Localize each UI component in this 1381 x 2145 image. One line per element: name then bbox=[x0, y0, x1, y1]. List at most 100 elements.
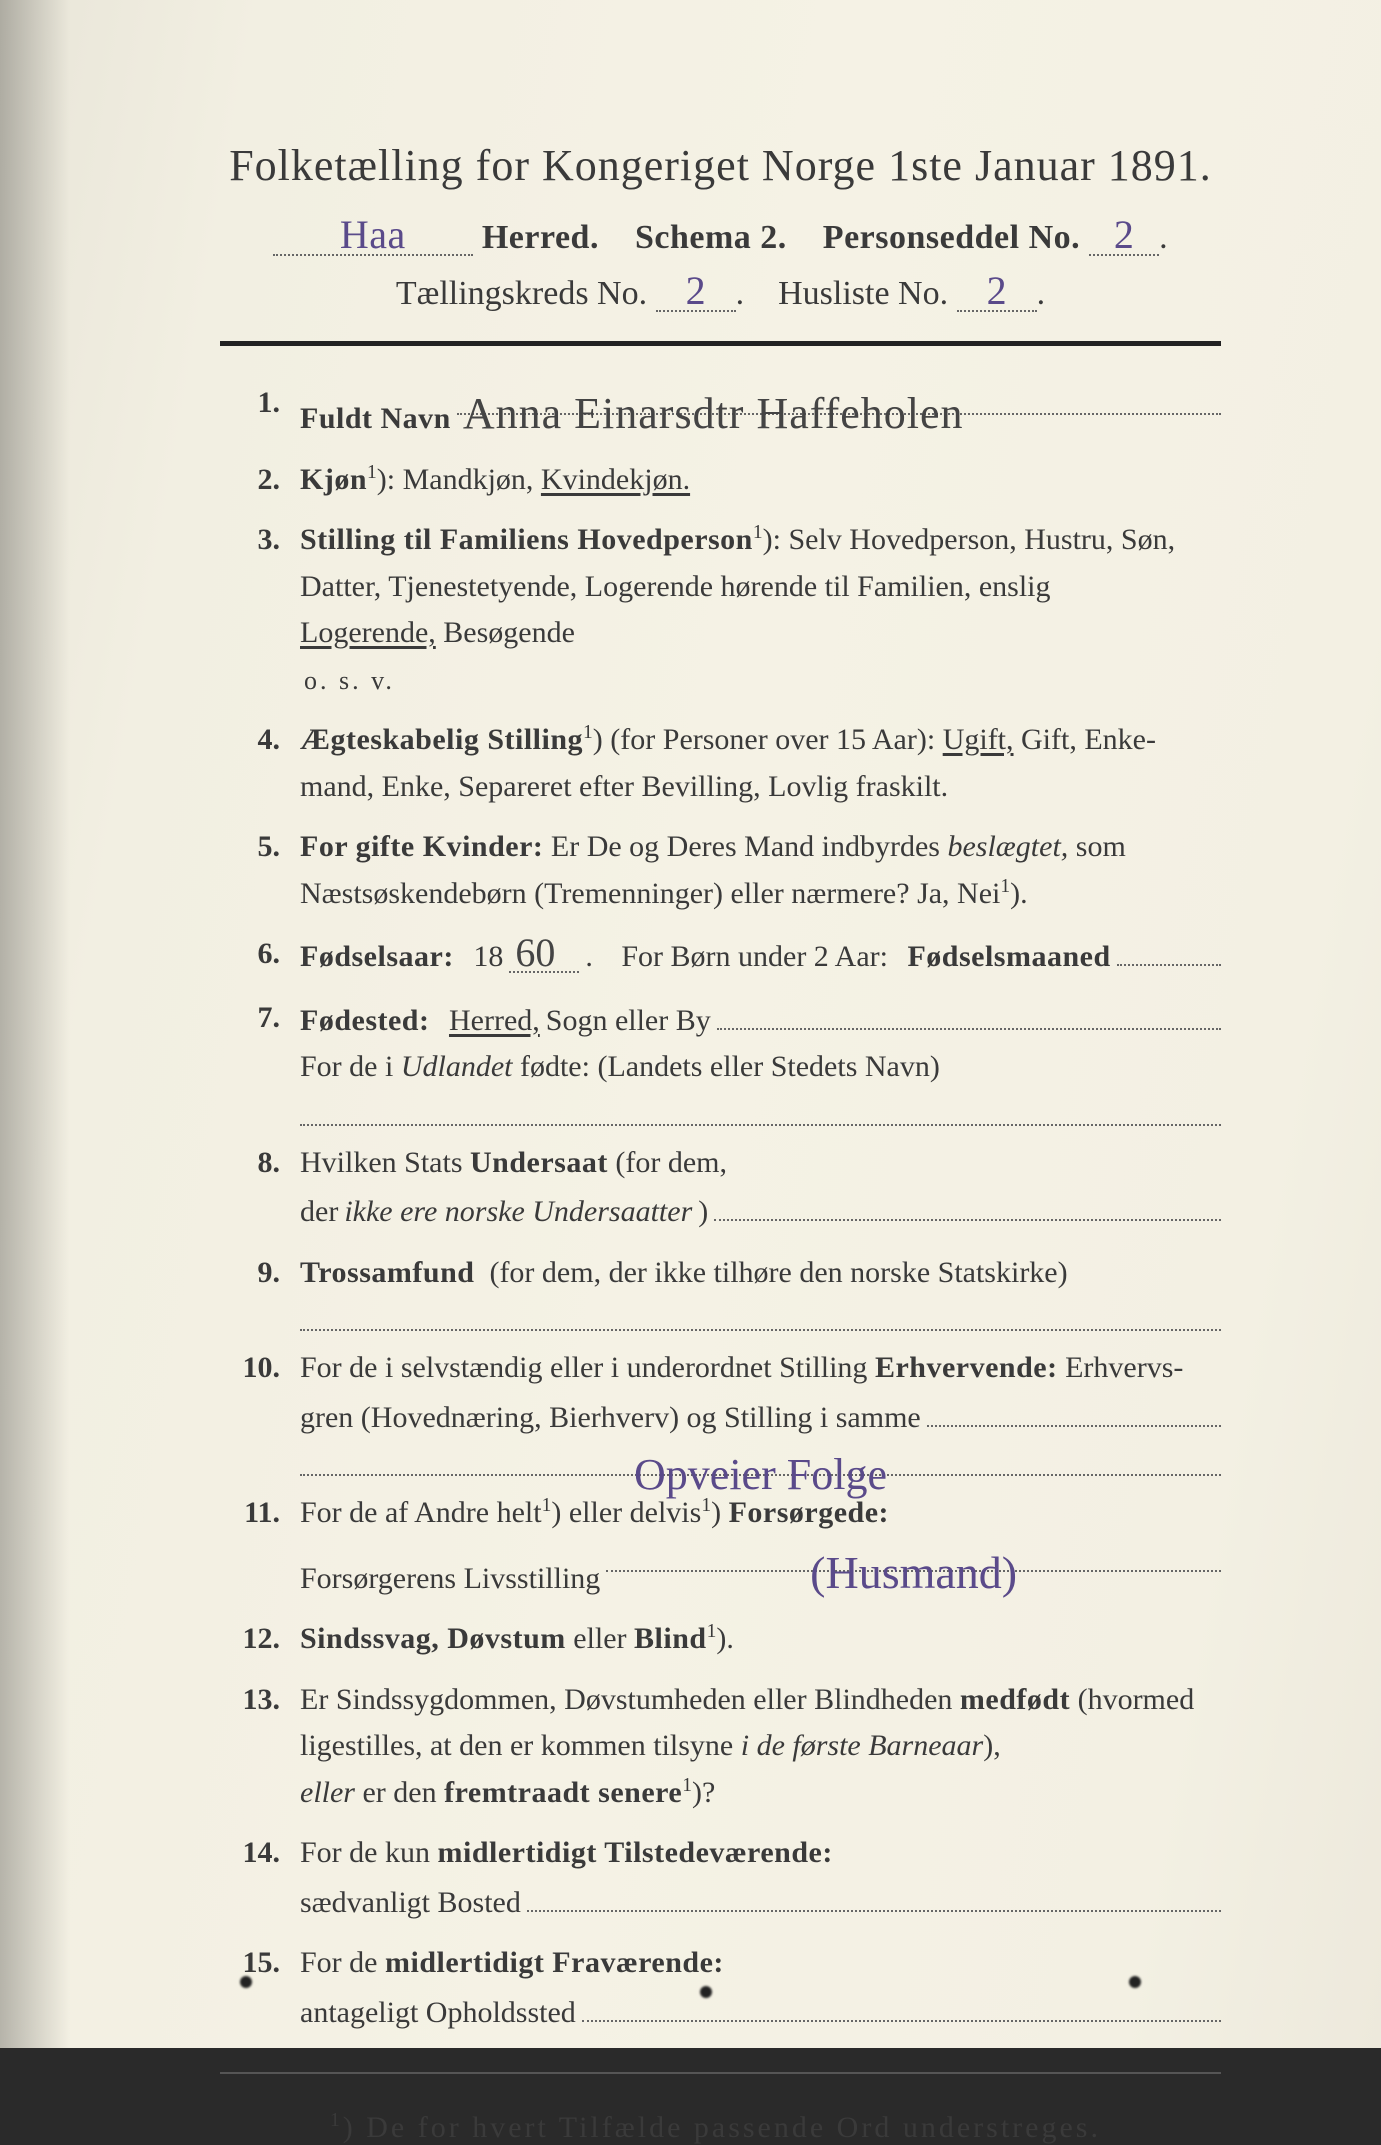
field-4-marital: Ægteskabelig Stilling1) (for Personer ov… bbox=[220, 717, 1221, 810]
f8-l2a: der bbox=[300, 1189, 338, 1236]
ink-spot bbox=[1129, 1976, 1141, 1988]
field-13-congenital: Er Sindssygdommen, Døvstumheden eller Bl… bbox=[220, 1677, 1221, 1817]
field-1-name: Fuldt Navn Anna Einarsdtr Haffeholen bbox=[220, 380, 1221, 443]
personseddel-value: 2 bbox=[1108, 217, 1141, 253]
f15-field bbox=[582, 1987, 1221, 2022]
census-form-page: Folketælling for Kongeriget Norge 1ste J… bbox=[0, 0, 1381, 2048]
f11-n2: 1 bbox=[701, 1495, 711, 1516]
f3-note: 1 bbox=[753, 522, 763, 543]
kreds-field: 2 bbox=[656, 273, 736, 312]
f14-l1a: For de kun bbox=[300, 1836, 438, 1869]
f15-l1b: midlertidigt Fraværende: bbox=[385, 1946, 724, 1979]
f9-label: Trossamfund bbox=[300, 1256, 474, 1289]
f8-l2b: ikke ere norske Undersaatter bbox=[344, 1189, 692, 1236]
f8-l1b: Undersaat bbox=[470, 1146, 608, 1179]
f13-note: 1 bbox=[682, 1775, 692, 1796]
herred-field: Haa bbox=[273, 217, 473, 256]
husliste-value: 2 bbox=[981, 273, 1013, 309]
f7-field1 bbox=[717, 995, 1221, 1030]
f2-label: Kjøn bbox=[300, 463, 367, 496]
f10-l1a: For de i selvstændig eller i underordnet… bbox=[300, 1351, 875, 1384]
footnote-text: ) De for hvert Tilfælde passende Ord und… bbox=[343, 2111, 1101, 2144]
f5-note: 1 bbox=[1000, 876, 1010, 897]
f13-l2a: ligestilles, at den er kommen tilsyne bbox=[300, 1729, 741, 1762]
f9-rest: (for dem, der ikke tilhøre den norske St… bbox=[489, 1256, 1067, 1289]
f4-label: Ægteskabelig Stilling bbox=[300, 723, 583, 756]
f15-l1a: For de bbox=[300, 1946, 385, 1979]
f7-label: Fødested: bbox=[300, 998, 429, 1045]
f13-l3b: er den bbox=[355, 1776, 444, 1809]
header-row-1: Haa Herred. Schema 2. Personseddel No. 2… bbox=[220, 217, 1221, 257]
field-9-religion: Trossamfund (for dem, der ikke tilhøre d… bbox=[220, 1250, 1221, 1332]
ink-spot bbox=[700, 1986, 712, 1998]
f6-field: 60 bbox=[509, 935, 579, 973]
f7-herred: Herred, bbox=[449, 998, 540, 1045]
f8-l1a: Hvilken Stats bbox=[300, 1146, 470, 1179]
f8-field bbox=[714, 1186, 1221, 1221]
f12-note: 1 bbox=[707, 1621, 717, 1642]
field-8-citizenship: Hvilken Stats Undersaat (for dem, der ik… bbox=[220, 1140, 1221, 1236]
f7-l2b: Udlandet bbox=[401, 1050, 513, 1083]
f3-line1: Selv Hovedperson, Hustru, Søn, bbox=[788, 523, 1175, 556]
f6-label2: Fødselsmaaned bbox=[907, 934, 1110, 981]
personseddel-field: 2 bbox=[1089, 217, 1159, 256]
field-15-temp-absent: For de midlertidigt Fraværende: antageli… bbox=[220, 1940, 1221, 2036]
f13-l2b: i de første Barneaar bbox=[741, 1729, 983, 1762]
field-7-birthplace: Fødested: Herred, Sogn eller By For de i… bbox=[220, 995, 1221, 1126]
f8-l1c: (for dem, bbox=[608, 1146, 727, 1179]
personseddel-label: Personseddel No. bbox=[823, 219, 1080, 256]
f7-l2c: fødte: (Landets eller Stedets Navn) bbox=[512, 1050, 939, 1083]
herred-value: Haa bbox=[334, 217, 412, 253]
kreds-value: 2 bbox=[680, 273, 712, 309]
herred-label: Herred. bbox=[482, 219, 599, 256]
f4-mid: (for Personer over 15 Aar): bbox=[603, 723, 943, 756]
f11-n1: 1 bbox=[542, 1495, 552, 1516]
f7-l2a: For de i bbox=[300, 1050, 401, 1083]
f13-l3c: fremtraadt senere bbox=[444, 1776, 682, 1809]
f13-l1c: (hvormed bbox=[1070, 1683, 1194, 1716]
f11-value: (Husmand) bbox=[804, 1537, 1023, 1608]
f1-value: Anna Einarsdtr Haffeholen bbox=[457, 380, 970, 448]
f7-rest: Sogn eller By bbox=[546, 998, 711, 1045]
f4-rest1: Gift, Enke- bbox=[1014, 723, 1156, 756]
field-14-temp-present: For de kun midlertidigt Tilstedeværende:… bbox=[220, 1830, 1221, 1926]
f6-value: 60 bbox=[509, 935, 561, 971]
f3-line3b: Besøgende bbox=[436, 616, 575, 649]
f11-l1d: Forsørgede: bbox=[729, 1496, 889, 1529]
field-list: Fuldt Navn Anna Einarsdtr Haffeholen Kjø… bbox=[220, 380, 1221, 2036]
ink-spot bbox=[240, 1976, 252, 1988]
f3-logerende: Logerende, bbox=[300, 616, 436, 649]
f2-female: Kvindekjøn. bbox=[541, 463, 690, 496]
f13-l1b: medfødt bbox=[960, 1683, 1070, 1716]
field-10-occupation: For de i selvstændig eller i underordnet… bbox=[220, 1345, 1221, 1476]
f12-label2: Blind bbox=[634, 1622, 707, 1655]
f11-line2: Forsørgerens Livsstilling bbox=[300, 1556, 600, 1603]
field-2-sex: Kjøn1): Mandkjøn, Kvindekjøn. bbox=[220, 457, 1221, 504]
f4-line2: mand, Enke, Separeret efter Bevilling, L… bbox=[300, 770, 948, 803]
field-12-disability: Sindssvag, Døvstum eller Blind1). bbox=[220, 1616, 1221, 1663]
f2-note: 1 bbox=[367, 462, 377, 483]
f10-field1 bbox=[927, 1392, 1221, 1427]
f5-l1b: beslægtet, bbox=[947, 830, 1068, 863]
f6-label: Fødselsaar: bbox=[300, 934, 454, 981]
f3-osv: o. s. v. bbox=[304, 666, 395, 695]
f5-l1a: Er De og Deres Mand indbyrdes bbox=[551, 830, 948, 863]
schema-label: Schema 2. bbox=[635, 219, 787, 256]
divider-light bbox=[220, 2072, 1221, 2074]
f10-field2: Opveier Folge bbox=[300, 1441, 1221, 1476]
f3-label: Stilling til Familiens Hovedperson bbox=[300, 523, 753, 556]
footnote: 1) De for hvert Tilfælde passende Ord un… bbox=[220, 2110, 1221, 2145]
field-5-married-women: For gifte Kvinder: Er De og Deres Mand i… bbox=[220, 824, 1221, 917]
f2-male: Mandkjøn, bbox=[403, 463, 534, 496]
f14-line2: sædvanligt Bosted bbox=[300, 1880, 521, 1927]
header-row-2: Tællingskreds No. 2. Husliste No. 2. bbox=[220, 273, 1221, 313]
field-11-supported: For de af Andre helt1) eller delvis1) Fo… bbox=[220, 1490, 1221, 1602]
f10-line2: gren (Hovednæring, Bierhverv) og Stillin… bbox=[300, 1395, 921, 1442]
field-3-relation: Stilling til Familiens Hovedperson1): Se… bbox=[220, 517, 1221, 703]
f1-label: Fuldt Navn bbox=[300, 396, 451, 443]
f4-ugift: Ugift, bbox=[943, 723, 1014, 756]
f6-mid: For Børn under 2 Aar: bbox=[621, 934, 888, 981]
f14-l1b: midlertidigt Tilstedeværende: bbox=[438, 1836, 833, 1869]
f12-mid: eller bbox=[566, 1622, 634, 1655]
f11-l1a: For de af Andre helt bbox=[300, 1496, 542, 1529]
